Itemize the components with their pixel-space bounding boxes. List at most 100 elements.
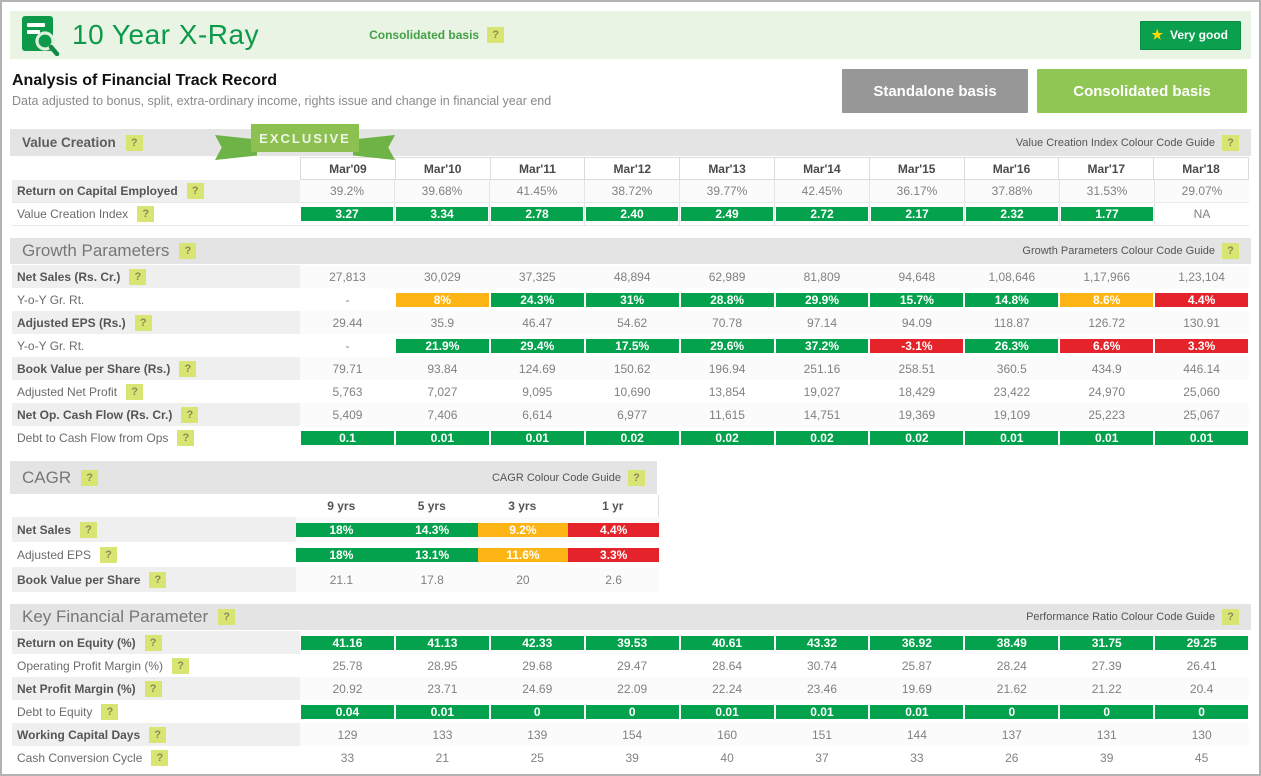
help-icon[interactable]: ? [1222, 609, 1239, 625]
star-icon: ★ [1151, 27, 1163, 42]
value-cell: 0.01 [490, 430, 584, 445]
help-icon[interactable]: ? [126, 383, 144, 400]
table-cell: 0.04 [300, 700, 395, 723]
help-icon[interactable]: ? [1222, 134, 1239, 151]
key-financial-section: Key Financial Parameter ? Performance Ra… [10, 604, 1251, 769]
value-cell: 26.3% [965, 338, 1059, 353]
value-cell: 17.5% [585, 338, 679, 353]
help-icon[interactable]: ? [179, 243, 197, 259]
table-row: Net Sales? 18% 14.3% 9.2% 4.4% [12, 517, 659, 542]
value-cell: 39.53 [585, 635, 679, 650]
table-cell: 25,067 [1183, 407, 1220, 422]
guide-label: Growth Parameters Colour Code Guide [1022, 245, 1215, 257]
help-icon[interactable]: ? [81, 469, 99, 486]
help-icon[interactable]: ? [177, 429, 195, 446]
column-header: 3 yrs [508, 499, 537, 513]
table-cell: 25.78 [332, 658, 363, 673]
value-cell: 0.02 [870, 430, 964, 445]
help-icon[interactable]: ? [101, 703, 119, 720]
table-row: Adjusted EPS? 18% 13.1% 11.6% 3.3% [12, 542, 659, 567]
value-cell: 2.40 [586, 207, 678, 221]
row-label: Return on Equity (%)? [12, 631, 300, 654]
table-cell: 14.3% [386, 517, 478, 542]
growth-parameters-title: Growth Parameters ? [22, 241, 197, 261]
table-row: Debt to Cash Flow from Ops? 0.1 0.01 0.01 0.… [12, 426, 1249, 449]
row-cells: 41.16 41.13 42.33 39.53 40.61 43.32 36.92 38.49… [300, 631, 1249, 654]
table-cell: 160 [717, 727, 738, 742]
help-icon[interactable]: ? [134, 314, 152, 331]
help-icon[interactable]: ? [149, 726, 167, 743]
table-cell: 0 [964, 700, 1059, 723]
growth-parameters-section: Growth Parameters ? Growth Parameters Co… [10, 238, 1251, 449]
table-cell: 48,894 [613, 269, 651, 284]
table-cell: 29.25 [1154, 631, 1249, 654]
help-icon[interactable]: ? [144, 634, 162, 651]
column-header: 1 yr [568, 495, 659, 517]
help-icon[interactable]: ? [179, 360, 197, 377]
help-icon[interactable]: ? [80, 521, 98, 538]
table-cell: 2.49 [679, 203, 774, 225]
row-label: Adjusted EPS? [12, 542, 296, 567]
value-cell: 3.34 [396, 207, 488, 221]
help-icon[interactable]: ? [628, 469, 645, 486]
table-cell: 5,763 [332, 384, 363, 399]
table-cell: 6,614 [522, 407, 553, 422]
table-cell: 33 [910, 750, 924, 765]
table-cell: 21.1 [329, 572, 354, 587]
table-cell: 39.68% [394, 180, 489, 202]
value-creation-title: Value Creation ? [22, 134, 143, 151]
section-heading: Analysis of Financial Track Record [12, 72, 277, 89]
help-icon[interactable]: ? [125, 134, 143, 151]
row-label-text: Return on Capital Employed [17, 184, 178, 198]
row-label-text: Net Op. Cash Flow (Rs. Cr.) [17, 407, 173, 422]
basis-note: Consolidated basis ? [369, 27, 505, 43]
value-creation-section: Value Creation ? EXCLUSIVE Value Creatio… [10, 124, 1251, 226]
table-cell: 0 [1154, 700, 1249, 723]
help-icon[interactable]: ? [100, 546, 118, 563]
help-icon[interactable]: ? [181, 406, 199, 423]
band-title-text: Value Creation [22, 135, 116, 150]
row-cells: 25.78 28.95 29.68 29.47 28.64 30.74 25.87 28.24… [300, 654, 1249, 677]
row-cells: 129 133 139 154 160 151 144 137 131 130 [300, 723, 1249, 746]
table-cell: 0.02 [775, 426, 870, 449]
help-icon[interactable]: ? [149, 571, 167, 588]
standalone-basis-button[interactable]: Standalone basis [842, 69, 1028, 113]
value-cell: 29.4% [490, 338, 584, 353]
table-cell: 37,325 [518, 269, 556, 284]
help-icon[interactable]: ? [129, 268, 147, 285]
help-icon[interactable]: ? [186, 183, 204, 199]
row-label-text: Adjusted Net Profit [17, 384, 118, 399]
table-cell: 25,060 [1183, 384, 1220, 399]
column-header: Mar'13 [679, 157, 774, 180]
row-cells: 20.92 23.71 24.69 22.09 22.24 23.46 19.69 21.62… [300, 677, 1249, 700]
basis-note-label: Consolidated basis [369, 28, 480, 42]
row-label: Return on Capital Employed? [12, 180, 300, 202]
table-cell: 0 [490, 700, 585, 723]
table-cell: 8.6% [1059, 288, 1154, 311]
table-cell: 29.44 [332, 315, 363, 330]
row-label: Y-o-Y Gr. Rt. [12, 288, 300, 311]
help-icon[interactable]: ? [218, 609, 236, 625]
table-cell: 25,223 [1088, 407, 1126, 422]
help-icon[interactable]: ? [144, 680, 162, 697]
consolidated-basis-button[interactable]: Consolidated basis [1037, 69, 1247, 113]
table-cell: 0 [585, 700, 680, 723]
value-cell: 0 [1155, 704, 1249, 719]
row-label-text: Book Value per Share (Rs.) [17, 361, 171, 376]
value-cell: 0.01 [1155, 430, 1249, 445]
value-cell: 2.78 [491, 207, 583, 221]
help-icon[interactable]: ? [487, 27, 505, 43]
row-label: Net Sales (Rs. Cr.)? [12, 265, 300, 288]
table-cell: NA [1154, 203, 1249, 225]
table-cell: 11.6% [477, 542, 569, 567]
help-icon[interactable]: ? [172, 657, 190, 674]
table-cell: 1,23,104 [1178, 269, 1225, 284]
table-cell: 11,615 [709, 407, 745, 422]
help-icon[interactable]: ? [151, 749, 169, 766]
table-cell: 24.69 [522, 681, 553, 696]
help-icon[interactable]: ? [1222, 243, 1239, 259]
value-cell: 29.6% [680, 338, 774, 353]
value-cell: 13.1% [386, 547, 478, 562]
table-row: Return on Capital Employed? 39.2% 39.68% 41… [12, 180, 1249, 203]
help-icon[interactable]: ? [137, 206, 155, 222]
